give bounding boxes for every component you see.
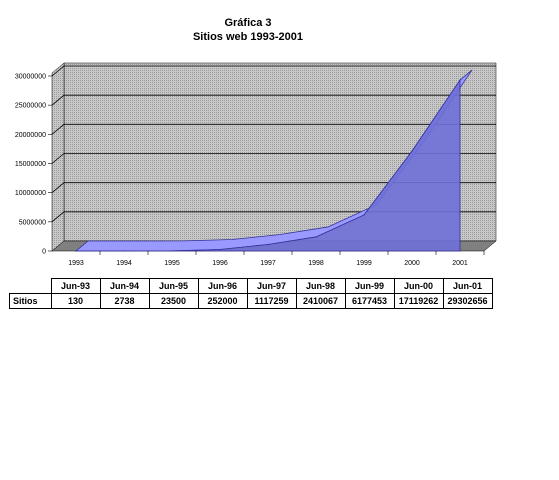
- table-header-cell: Jun-93: [50, 278, 101, 294]
- table-header-cell: Jun-99: [344, 278, 395, 294]
- y-tick-label: 10000000: [15, 190, 46, 197]
- table-cell: 130: [50, 293, 101, 309]
- data-point: [363, 214, 365, 216]
- side-wall: [51, 62, 65, 252]
- chart-title: Gráfica 3: [224, 17, 272, 29]
- data-point: [123, 250, 125, 252]
- y-tick-label: 15000000: [15, 161, 46, 168]
- data-point: [459, 79, 461, 81]
- table-header-cell: Jun-95: [148, 278, 199, 294]
- table-cell: 23500: [148, 293, 199, 309]
- data-point: [315, 236, 317, 238]
- gridline: [51, 153, 496, 164]
- y-tick-label: 25000000: [15, 103, 46, 110]
- table-cell: 29302656: [442, 293, 493, 309]
- x-tick-label: 2001: [452, 260, 468, 267]
- y-tick-label: 5000000: [19, 219, 46, 226]
- table-header-cell: Jun-97: [246, 278, 297, 294]
- table-header-cell: Jun-00: [393, 278, 444, 294]
- gridline: [51, 182, 496, 193]
- data-point: [171, 250, 173, 252]
- y-tick-label: 30000000: [15, 74, 46, 81]
- x-tick-label: 1996: [212, 260, 228, 267]
- table-cell: 1117259: [246, 293, 297, 309]
- table-corner: [10, 279, 52, 294]
- x-tick-label: 1999: [356, 260, 372, 267]
- x-tick-label: 2000: [404, 260, 420, 267]
- table-cell: 17119262: [393, 293, 444, 309]
- gridline: [51, 94, 496, 106]
- x-tick-label: 1995: [164, 260, 180, 267]
- table-header-cell: Jun-94: [99, 278, 150, 294]
- table-header-cell: Jun-01: [442, 278, 493, 294]
- table-cell: 252000: [197, 293, 248, 309]
- data-point: [219, 248, 221, 251]
- x-tick-label: 1993: [68, 260, 84, 267]
- data-point: [411, 150, 413, 152]
- table-cell: 2738: [99, 293, 150, 309]
- table-row-label: Sitios: [9, 293, 52, 309]
- x-tick-label: 1994: [116, 260, 132, 267]
- gridline: [51, 65, 496, 77]
- y-tick-label: 20000000: [15, 132, 46, 139]
- table-header-cell: Jun-96: [197, 278, 248, 294]
- table-cell: 2410067: [295, 293, 346, 309]
- x-tick-label: 1998: [308, 260, 324, 267]
- gridline: [51, 211, 496, 223]
- chart-area: 0 5000000 10000000 15000000 20000000 25000000…: [15, 62, 497, 267]
- table-header-row: Jun-93 Jun-94 Jun-95 Jun-96 Jun-97 Jun-98 Jun-…: [10, 278, 493, 294]
- x-tick-label: 1997: [260, 260, 276, 267]
- area-front-face: [75, 78, 461, 252]
- data-point: [75, 250, 77, 252]
- table-row: Sitios 130 2738 23500 252000 1117259 2410067 6…: [9, 293, 493, 309]
- y-tick-label: 0: [42, 249, 46, 256]
- table-cell: 6177453: [344, 293, 395, 309]
- gridline: [51, 123, 496, 135]
- data-point: [267, 243, 269, 246]
- chart-subtitle: Sitios web 1993-2001: [192, 31, 304, 43]
- data-table: Jun-93 Jun-94 Jun-95 Jun-96 Jun-97 Jun-98 Jun-…: [9, 278, 493, 309]
- table-header-cell: Jun-98: [295, 278, 346, 294]
